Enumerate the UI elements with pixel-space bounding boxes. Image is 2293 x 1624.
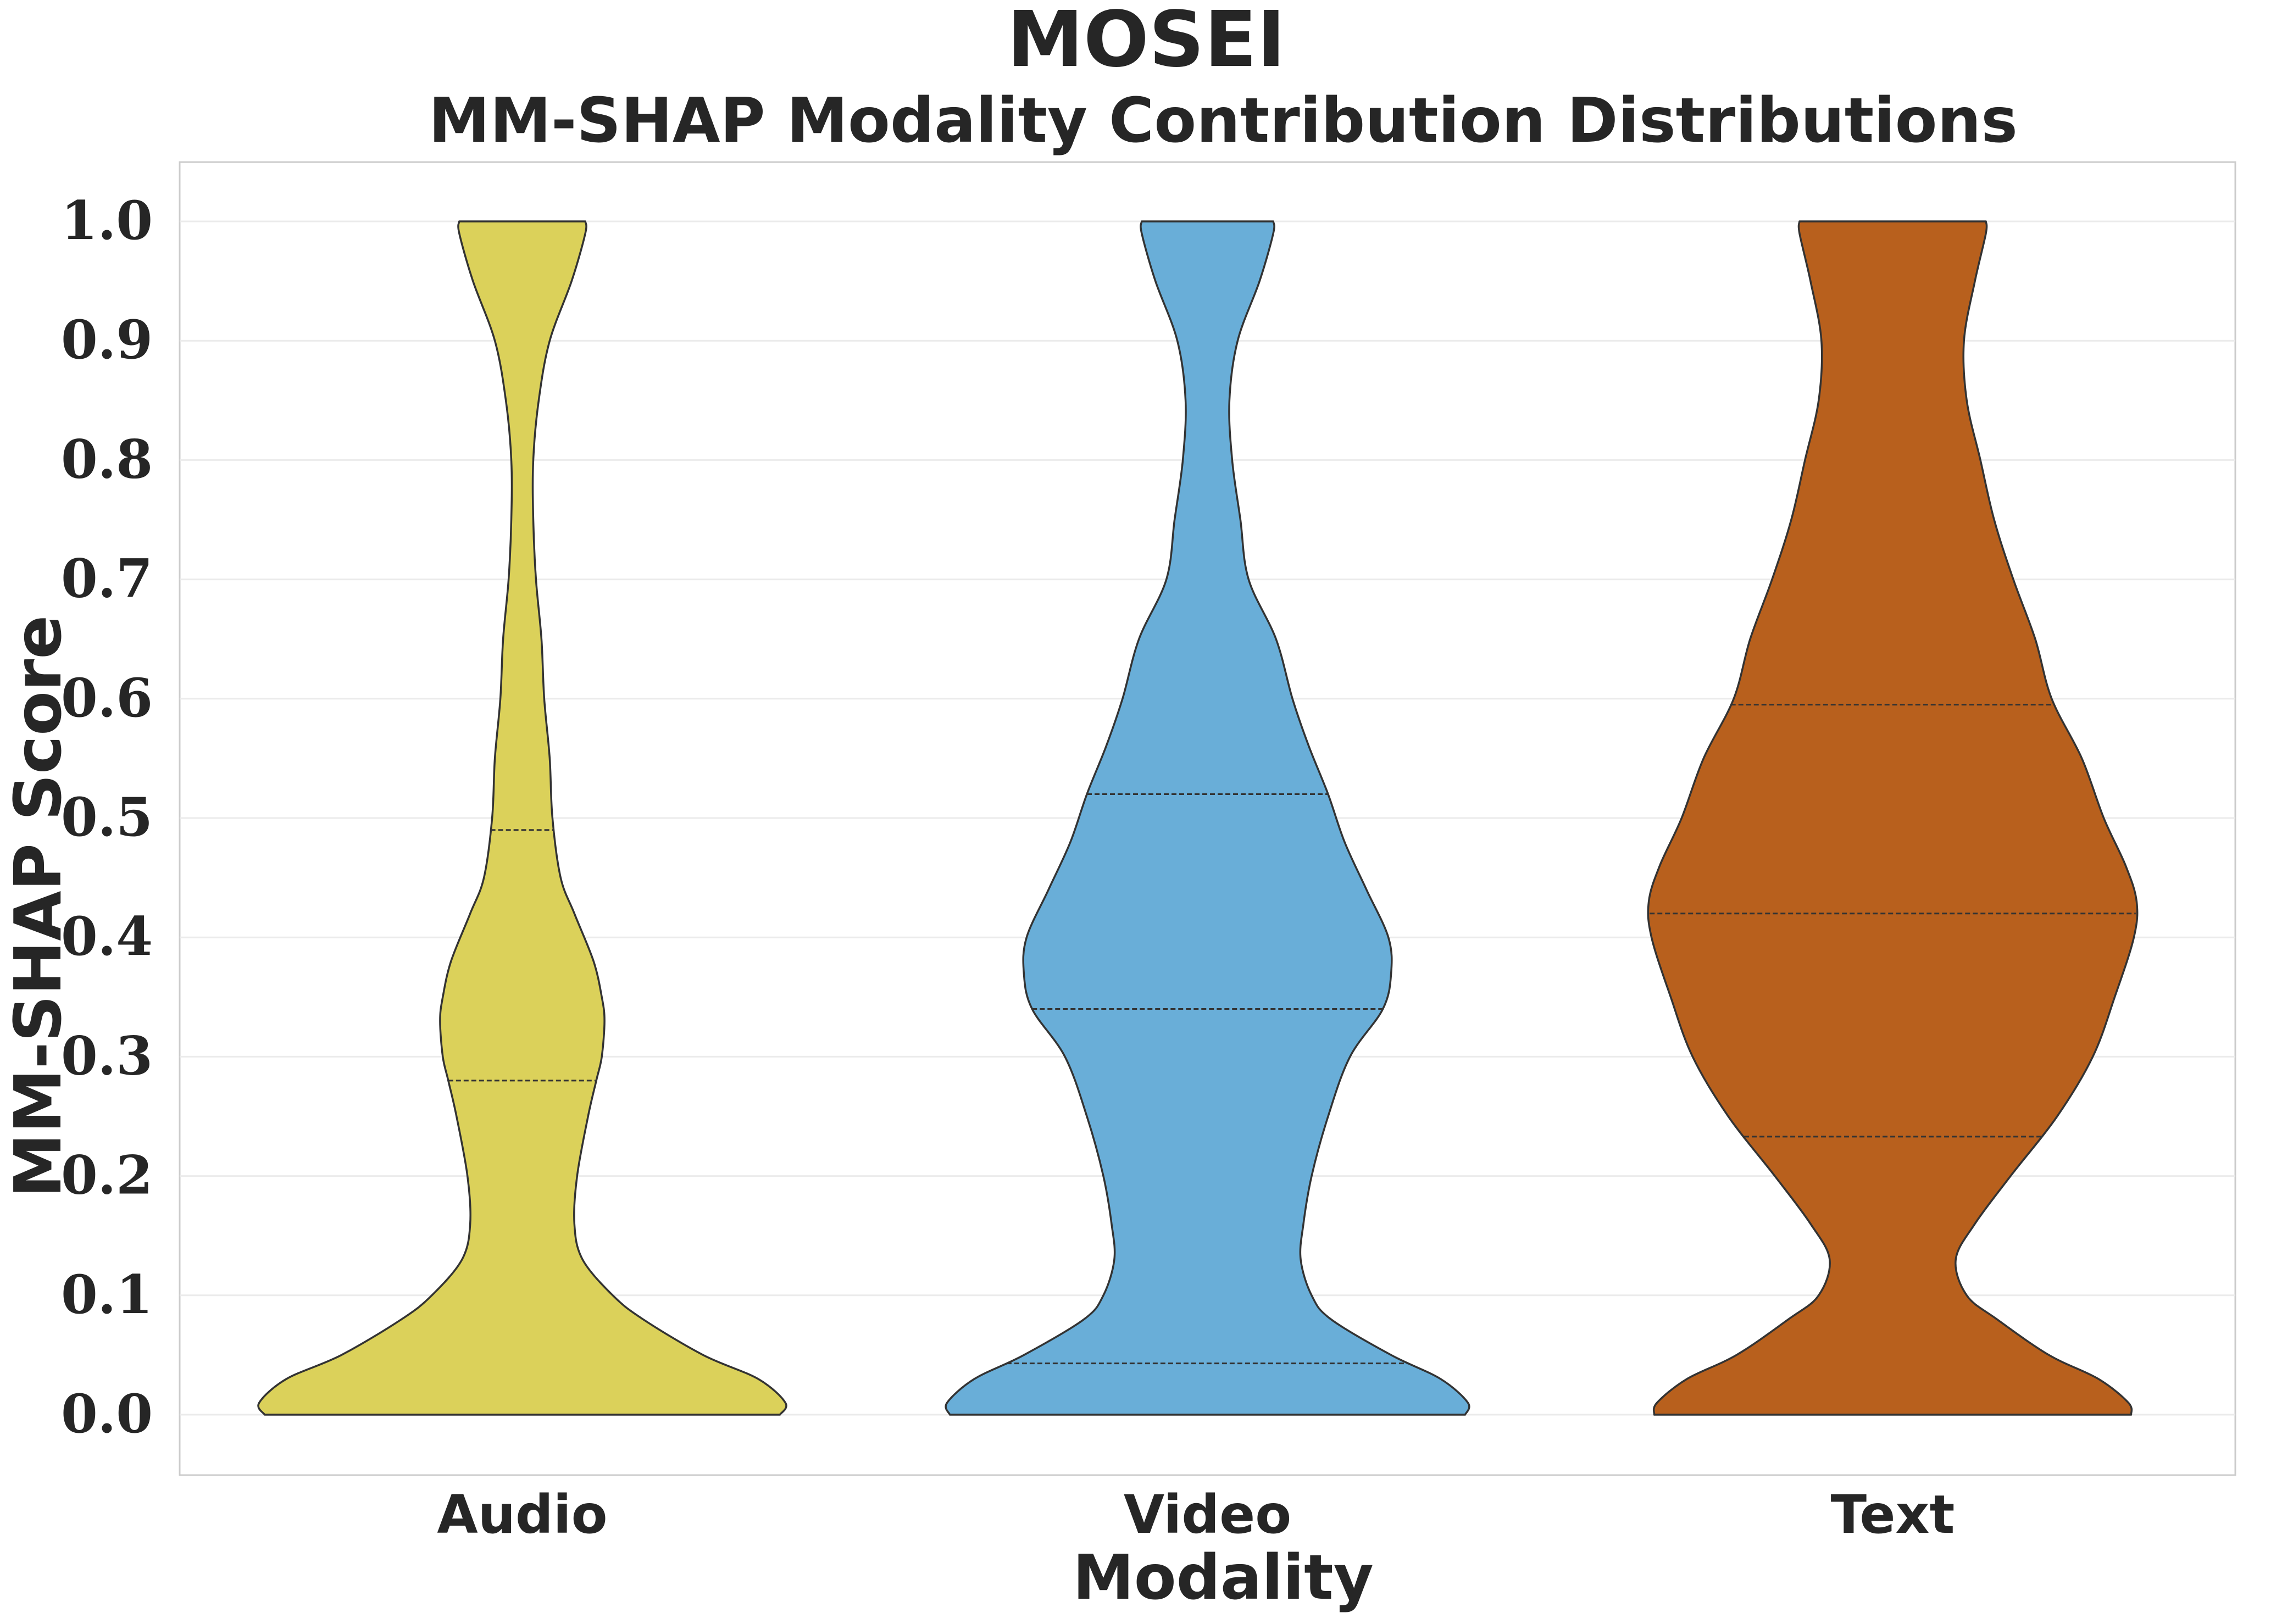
y-axis-label: MM-SHAP Score <box>0 615 76 1198</box>
y-tick-label: 0.0 <box>61 1383 153 1445</box>
y-tick-label: 0.7 <box>61 548 153 610</box>
x-tick-label: Audio <box>437 1484 607 1545</box>
y-tick-label: 0.1 <box>61 1264 153 1326</box>
y-tick-label: 0.3 <box>61 1025 153 1087</box>
violin-audio <box>257 220 787 1416</box>
y-tick-label: 0.4 <box>61 905 153 967</box>
y-tick-label: 0.8 <box>61 428 153 490</box>
y-tick-label: 0.6 <box>61 667 153 729</box>
x-tick-label: Text <box>1831 1484 1955 1545</box>
y-tick-label: 1.0 <box>61 190 153 252</box>
y-tick-label: 0.9 <box>61 309 153 371</box>
violin-video <box>945 220 1470 1416</box>
chart-subtitle: MM-SHAP Modality Contribution Distributi… <box>429 85 2018 157</box>
chart-title: MOSEI <box>1007 0 1286 85</box>
y-tick-label: 0.5 <box>61 786 153 848</box>
y-tick-label: 0.2 <box>61 1144 153 1206</box>
violin-text <box>1647 220 2139 1416</box>
x-tick-label: Video <box>1124 1484 1291 1545</box>
x-axis-label: Modality <box>1073 1542 1373 1614</box>
plot-area: 0.0 0.1 0.2 0.3 0.4 0.5 0.6 0.7 0.8 0.9 1.0 Audio Vi… <box>61 161 2236 1545</box>
